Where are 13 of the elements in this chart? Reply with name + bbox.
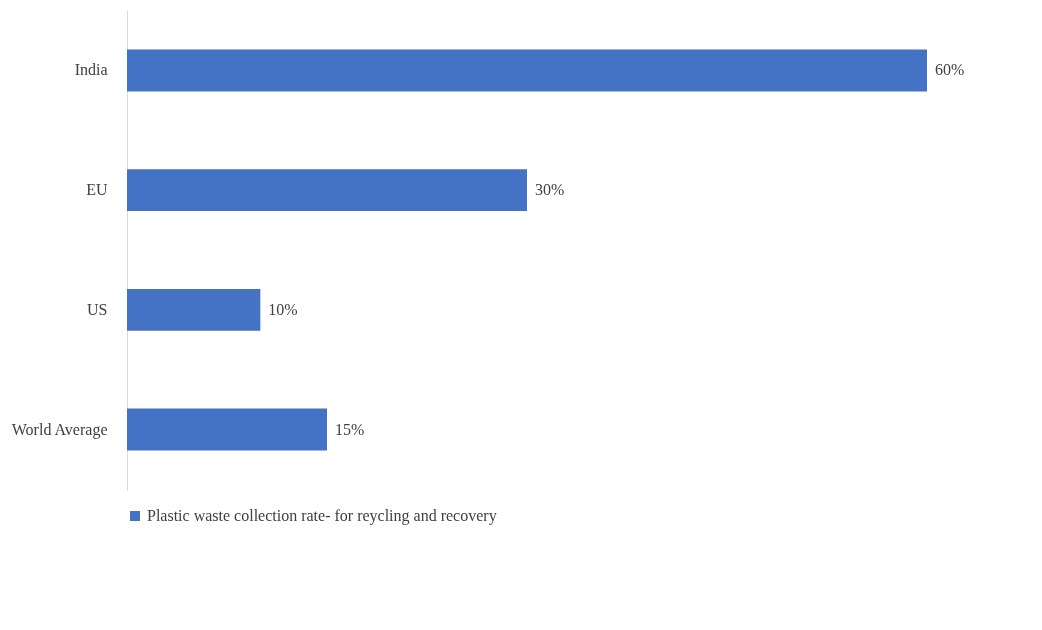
y-tick-label: US (87, 300, 108, 318)
bar (127, 288, 261, 331)
y-tick-label: World Average (11, 420, 108, 439)
bar (127, 49, 927, 92)
bar (127, 169, 527, 212)
y-tick-label: EU (86, 181, 108, 199)
data-label: 10% (268, 300, 298, 318)
bar (127, 408, 327, 451)
data-label: 60% (935, 61, 965, 79)
y-tick-label: India (74, 61, 108, 79)
data-label: 15% (335, 420, 365, 438)
legend-label: Plastic waste collection rate- for reycling and recovery (147, 507, 497, 525)
data-label: 30% (535, 181, 565, 199)
